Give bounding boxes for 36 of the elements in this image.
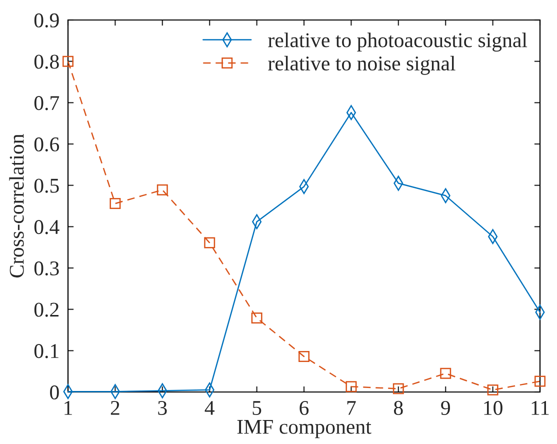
point: [534, 376, 546, 387]
point: [487, 384, 498, 396]
legend-label: relative to noise signal: [268, 56, 456, 75]
x-tick-label: 7: [347, 401, 356, 415]
x-tick-label: 4: [204, 401, 214, 415]
x-tick-label: 5: [252, 401, 262, 415]
y-tick-label: 0.5: [34, 178, 59, 193]
y-tick-label: 0.4: [34, 220, 60, 234]
y-axis-title: Cross-correlation: [9, 134, 24, 278]
x-tick-label: 9: [441, 400, 450, 415]
point: [346, 381, 357, 392]
legend-label: relative to photoacoustic signal: [268, 32, 528, 52]
x-axis-title: IMF component: [237, 420, 372, 438]
point: [251, 312, 262, 324]
x-tick-label: 6: [300, 400, 309, 415]
y-tick-label: 0.2: [34, 302, 59, 317]
x-tick-label: 2: [110, 400, 120, 415]
point: [298, 350, 310, 362]
y-tick-label: 0.8: [34, 54, 59, 69]
y-tick-label: 0.7: [34, 96, 60, 110]
x-tick-label: 11: [532, 401, 549, 415]
y-tick-label: 0.3: [34, 261, 59, 276]
x-tick-label: 1: [64, 401, 72, 415]
y-tick-label: 0.9: [34, 13, 59, 28]
x-tick-label: 10: [484, 400, 502, 415]
point: [440, 368, 452, 379]
x-tick-label: 3: [158, 400, 167, 415]
x-tick-label: 8: [394, 400, 403, 415]
point: [392, 383, 404, 394]
point: [110, 198, 121, 210]
point: [62, 56, 74, 67]
point: [204, 237, 216, 248]
y-tick-label: 0: [50, 385, 59, 400]
y-tick-label: 0.1: [34, 344, 58, 358]
point: [156, 184, 168, 196]
y-tick-label: 0.6: [34, 137, 60, 152]
